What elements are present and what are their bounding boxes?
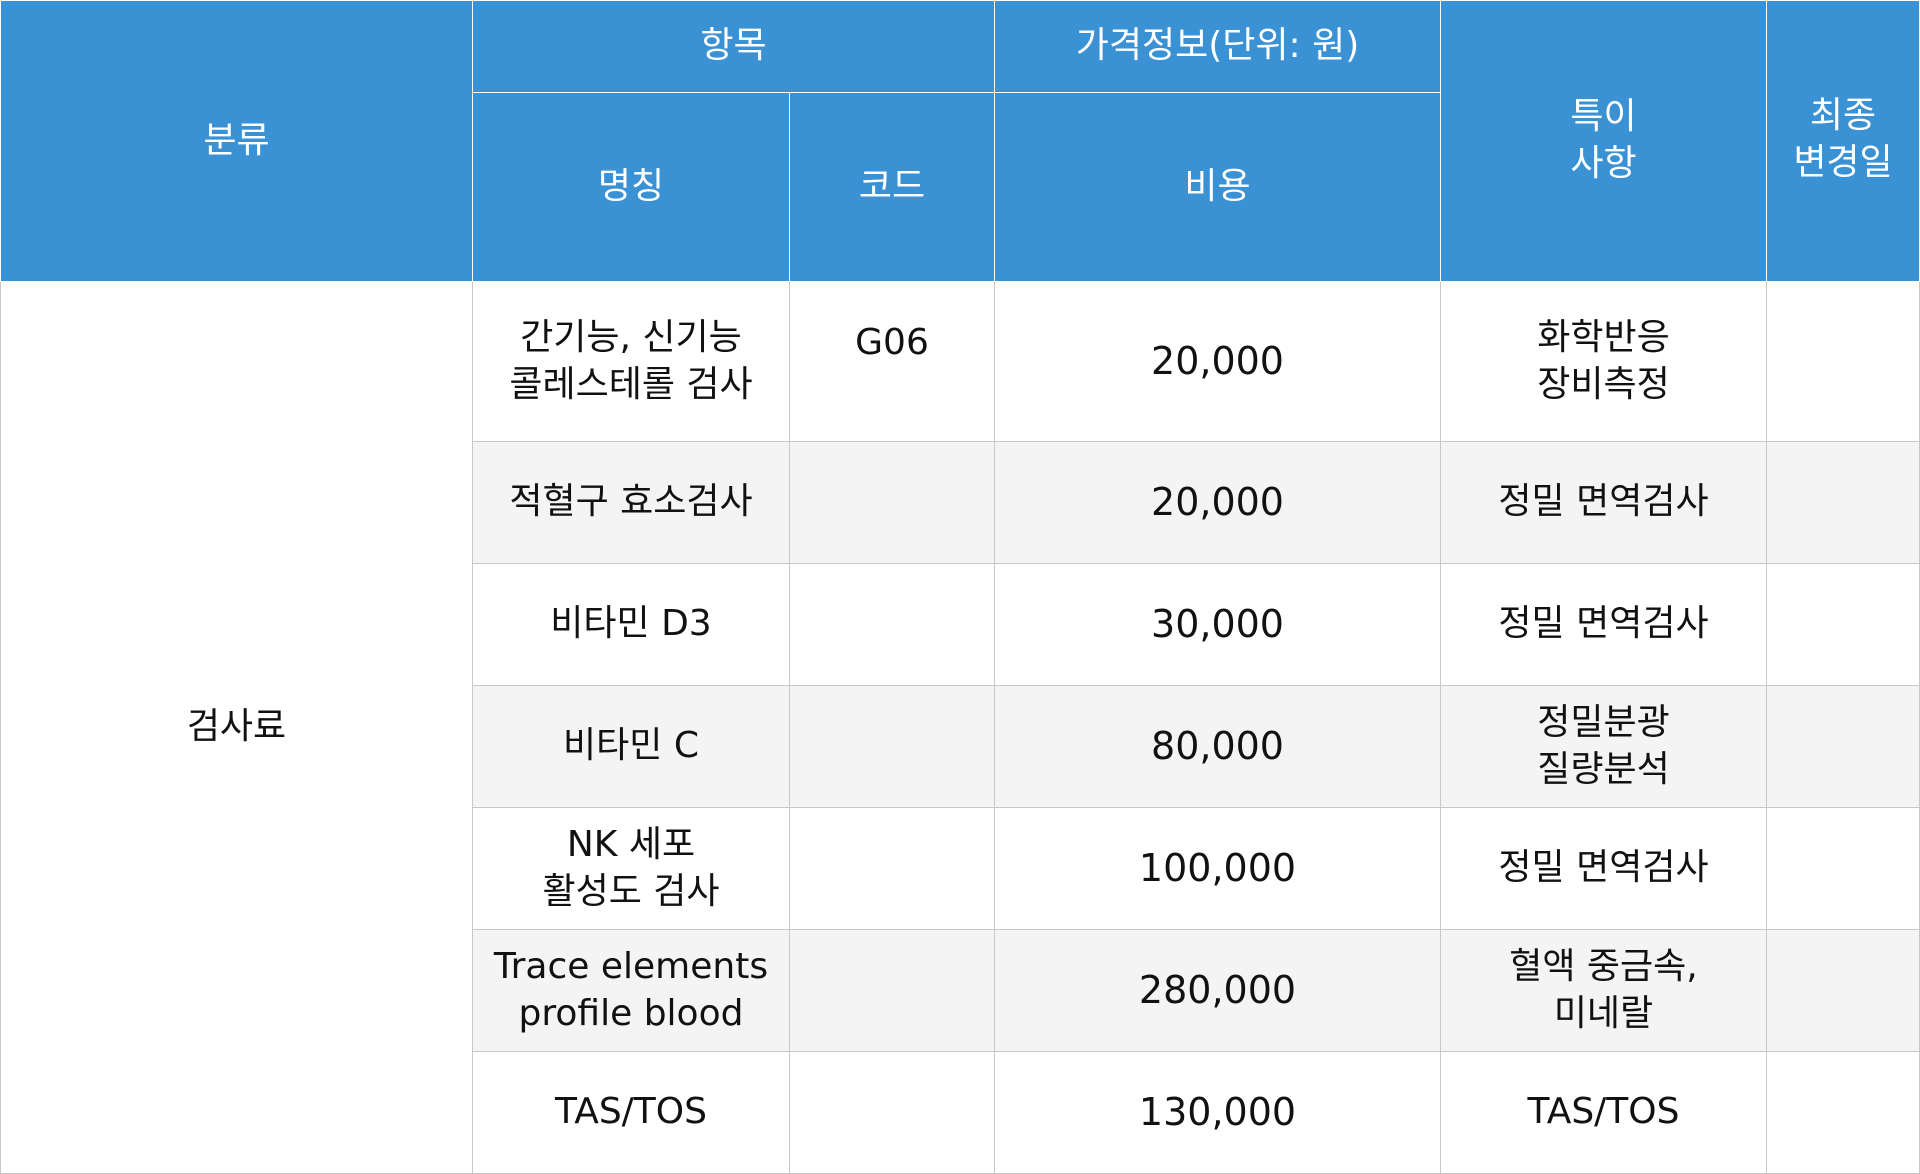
item-code-cell [789, 1051, 995, 1174]
item-name-cell: 적혈구 효소검사 [472, 441, 790, 564]
header-cost: 비용 [994, 92, 1441, 282]
item-cost-cell: 20,000 [994, 441, 1441, 564]
table-row: NK 세포 활성도 검사 100,000 정밀 면역검사 [1, 807, 1920, 930]
item-cost-cell: 280,000 [994, 929, 1441, 1052]
item-date-cell [1766, 685, 1920, 808]
header-code: 코드 [789, 92, 995, 282]
item-date-cell [1766, 929, 1920, 1052]
item-cost-cell: 80,000 [994, 685, 1441, 808]
item-note-cell: 정밀 면역검사 [1440, 563, 1767, 686]
item-cost-cell: 20,000 [994, 281, 1441, 442]
header-name: 명칭 [472, 92, 790, 282]
table-row: 비타민 D3 30,000 정밀 면역검사 [1, 563, 1920, 686]
table-row: 적혈구 효소검사 20,000 정밀 면역검사 [1, 441, 1920, 564]
table-row: Trace elements profile blood 280,000 혈액 … [1, 929, 1920, 1052]
table-body: 검사료 간기능, 신기능 콜레스테롤 검사 G06 20,000 화학반응 장비… [0, 281, 1920, 1174]
item-code-cell [789, 441, 995, 564]
item-cost-cell: 100,000 [994, 807, 1441, 930]
item-note-cell: 화학반응 장비측정 [1440, 281, 1767, 442]
header-price-info: 가격정보(단위: 원) [994, 0, 1441, 93]
item-note-cell: 정밀 면역검사 [1440, 441, 1767, 564]
header-notes: 특이 사항 [1440, 0, 1767, 282]
item-cost-cell: 130,000 [994, 1051, 1441, 1174]
item-date-cell [1766, 281, 1920, 442]
header-row-bottom: 명칭 코드 비용 [1, 92, 1920, 282]
item-code-cell [789, 807, 995, 930]
header-item: 항목 [472, 0, 995, 93]
item-code-cell [789, 929, 995, 1052]
item-name-cell: 비타민 C [472, 685, 790, 808]
item-note-cell: 혈액 중금속, 미네랄 [1440, 929, 1767, 1052]
item-name-cell: 비타민 D3 [472, 563, 790, 686]
item-cost-cell: 30,000 [994, 563, 1441, 686]
item-date-cell [1766, 1051, 1920, 1174]
item-code-cell [789, 563, 995, 686]
item-code-cell [789, 685, 995, 808]
header-category: 분류 [0, 0, 473, 282]
item-name-cell: 간기능, 신기능 콜레스테롤 검사 [472, 281, 790, 442]
category-cell: 검사료 [0, 281, 473, 1174]
item-name-cell: TAS/TOS [472, 1051, 790, 1174]
item-date-cell [1766, 441, 1920, 564]
item-name-cell: NK 세포 활성도 검사 [472, 807, 790, 930]
item-date-cell [1766, 563, 1920, 686]
table-header: 분류 항목 가격정보(단위: 원) 특이 사항 최종 변경일 명칭 코드 비용 [0, 0, 1920, 282]
item-note-cell: 정밀분광 질량분석 [1440, 685, 1767, 808]
item-date-cell [1766, 807, 1920, 930]
item-name-cell: Trace elements profile blood [472, 929, 790, 1052]
table-row: 검사료 간기능, 신기능 콜레스테롤 검사 G06 20,000 화학반응 장비… [0, 281, 1920, 1174]
item-code-cell: G06 [789, 281, 995, 442]
header-row-top: 분류 항목 가격정보(단위: 원) 특이 사항 최종 변경일 [0, 0, 1920, 282]
header-last-modified: 최종 변경일 [1766, 0, 1920, 282]
item-note-cell: TAS/TOS [1440, 1051, 1767, 1174]
item-note-cell: 정밀 면역검사 [1440, 807, 1767, 930]
